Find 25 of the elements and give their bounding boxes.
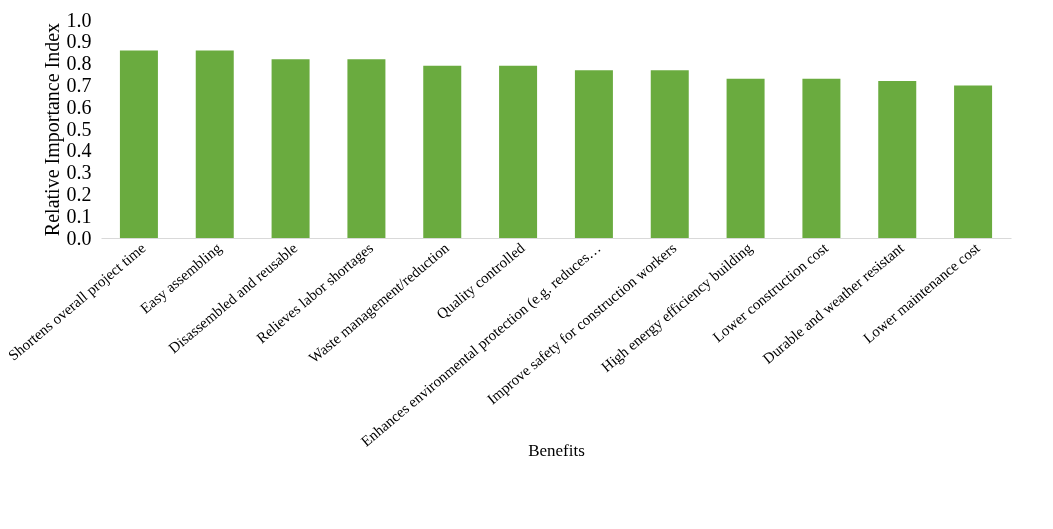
y-tick-label: 0.9	[66, 30, 92, 53]
y-tick-label: 0.7	[66, 73, 92, 96]
bar	[347, 59, 386, 238]
y-tick-label: 0.2	[66, 182, 92, 205]
y-tick-label: 0.4	[66, 139, 92, 162]
y-tick-label: 0.1	[66, 204, 92, 227]
bar	[195, 50, 234, 238]
y-axis-title: Relative Importance Index	[40, 22, 64, 237]
y-tick-label: 0.5	[66, 117, 92, 140]
x-axis-title: Benefits	[528, 440, 585, 460]
bar	[423, 65, 462, 238]
y-tick-label: 0.0	[66, 226, 92, 249]
bar	[650, 70, 689, 238]
bar	[499, 65, 538, 238]
bar	[119, 50, 158, 238]
bar	[802, 78, 841, 238]
bar	[878, 81, 917, 238]
y-tick-label: 0.6	[66, 95, 92, 118]
bar	[726, 78, 765, 238]
bar	[574, 70, 613, 238]
y-tick-label: 0.8	[66, 52, 92, 75]
bar	[954, 85, 993, 238]
y-tick-label: 0.3	[66, 161, 92, 184]
bar	[271, 59, 310, 238]
y-tick-label: 1.0	[66, 8, 92, 31]
